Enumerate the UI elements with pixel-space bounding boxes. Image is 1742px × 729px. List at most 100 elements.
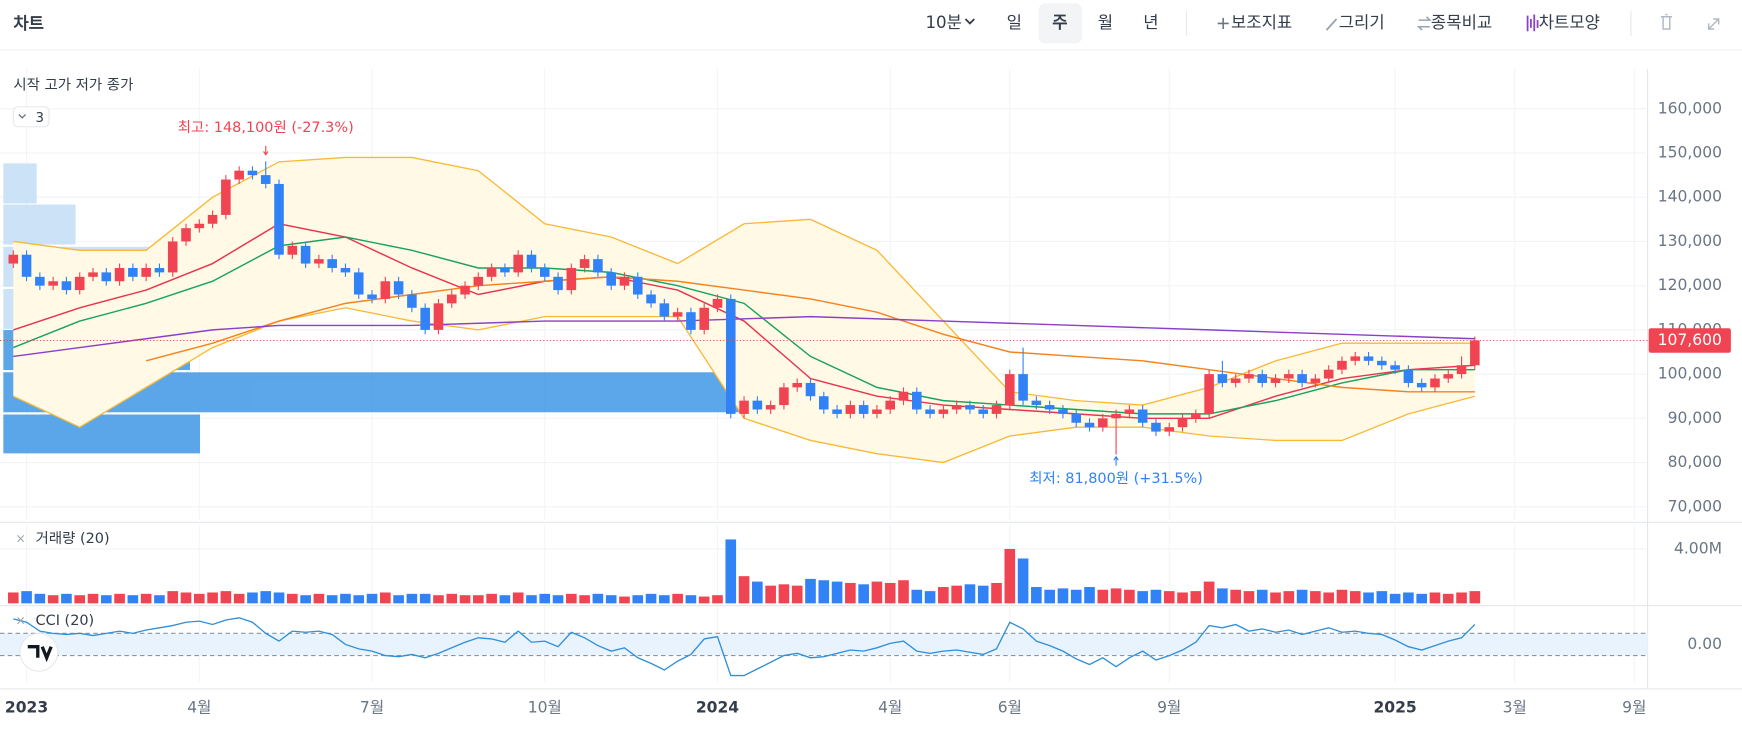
volume-bar — [499, 595, 511, 604]
volume-bar — [1137, 591, 1148, 604]
candle-body — [114, 267, 125, 282]
indicator-toggle[interactable] — [12, 106, 50, 128]
period-tab[interactable]: 월 — [1098, 13, 1113, 32]
candle-body — [739, 400, 749, 414]
volume-bar — [167, 591, 179, 604]
y-tick-label: 140,000 — [1658, 188, 1722, 206]
volume-bar — [419, 593, 431, 604]
candle-body — [1350, 356, 1361, 361]
candle-body — [898, 391, 909, 401]
candle-body — [1310, 378, 1321, 383]
volume-bar — [1403, 592, 1414, 604]
tool-button[interactable]: 차트모양 — [1539, 13, 1600, 32]
volume-bar — [512, 592, 524, 604]
candle-body — [1284, 374, 1294, 379]
candle-body — [1270, 378, 1281, 383]
volume-bar — [353, 595, 365, 604]
candle-body — [1377, 360, 1387, 366]
tool-button[interactable]: 보조지표 — [1231, 13, 1292, 32]
y-tick-label: 150,000 — [1658, 144, 1722, 162]
toolbar: 보조지표 그리기 종목비교 차트모양 — [1231, 13, 1600, 32]
period-tab[interactable]: 일 — [1007, 13, 1022, 32]
candle-body — [1177, 418, 1188, 428]
delete-icon[interactable] — [1660, 13, 1673, 30]
y-tick-label: 70,000 — [1668, 497, 1722, 515]
marks: 최고: 148,100원 (-27.3%) 최저: 81,800원 (+31.5%… — [0, 119, 1648, 677]
expand-icon[interactable] — [1707, 18, 1720, 30]
cci-line — [13, 617, 1476, 677]
volume-bar — [1097, 589, 1109, 604]
candle-body — [167, 241, 178, 273]
period-tab[interactable]: 년 — [1143, 13, 1158, 32]
tool-button[interactable]: 그리기 — [1339, 13, 1385, 32]
candle-body — [181, 228, 191, 242]
volume-bar — [619, 596, 630, 604]
close-icon[interactable]: × — [16, 614, 26, 628]
y-tick-label: 80,000 — [1668, 453, 1722, 471]
compare-icon — [1416, 16, 1432, 31]
candle-body — [221, 179, 231, 215]
candle-body — [1470, 340, 1480, 366]
candle-body — [712, 298, 723, 308]
volume-bar — [1283, 591, 1295, 604]
candle-body — [832, 409, 842, 414]
candle-body — [1204, 374, 1214, 414]
volume-bar — [247, 592, 258, 604]
volume-bar — [326, 595, 338, 604]
chevron-icon — [18, 114, 27, 119]
volume-bar — [911, 589, 923, 604]
candle-body — [260, 175, 271, 184]
tool-button[interactable]: 종목비교 — [1431, 13, 1492, 32]
volume-bar — [260, 591, 272, 604]
logo — [19, 632, 59, 672]
candle-body — [300, 245, 311, 264]
volume-bar — [645, 593, 657, 604]
volume-bar — [233, 593, 245, 604]
moving-average — [13, 236, 1475, 415]
volume-bar — [1044, 589, 1055, 604]
volume-bar — [433, 595, 444, 604]
close-icon[interactable]: × — [16, 531, 26, 545]
volume-bar — [406, 593, 418, 604]
candle-body — [792, 382, 802, 388]
candle-body — [1403, 369, 1414, 383]
candle-body — [207, 214, 218, 224]
candle-body — [845, 405, 856, 414]
volume-bar — [207, 592, 218, 604]
volume-bar — [805, 578, 816, 604]
volume-bar — [951, 585, 962, 604]
candle-body — [234, 170, 244, 180]
candle-body — [1137, 409, 1148, 423]
volume-bar — [393, 595, 404, 604]
candle-body — [606, 272, 616, 286]
x-tick-label: 2025 — [1373, 698, 1416, 716]
candle-body — [951, 405, 962, 410]
volume-bar — [938, 587, 949, 604]
candle-body — [247, 170, 258, 176]
candle-body — [61, 281, 72, 291]
interval-select[interactable]: 10분 — [925, 13, 962, 32]
candle-body — [367, 294, 377, 299]
profile-box — [3, 414, 200, 454]
candle-body — [1124, 409, 1135, 414]
period-selected-bg — [1038, 3, 1083, 44]
candle-body — [819, 396, 829, 410]
volume-bar — [127, 595, 139, 604]
volume-bar — [1031, 587, 1042, 604]
candle-body — [579, 259, 590, 268]
candle-body — [141, 267, 151, 277]
candle-body — [48, 281, 58, 286]
candle-body — [1363, 356, 1374, 361]
candle-body — [274, 183, 284, 255]
volume-bar — [858, 584, 869, 604]
candle-body — [513, 254, 523, 273]
volume-bar — [1323, 592, 1334, 604]
volume-bar — [818, 580, 830, 604]
volume-bar — [34, 593, 46, 604]
x-tick-label: 4월 — [187, 698, 211, 716]
period-tab[interactable]: 주 — [1052, 13, 1067, 32]
volume-bar — [1070, 589, 1082, 604]
volume-bar — [632, 595, 644, 604]
volume-bar — [566, 593, 577, 604]
draw-icon — [1325, 18, 1338, 31]
